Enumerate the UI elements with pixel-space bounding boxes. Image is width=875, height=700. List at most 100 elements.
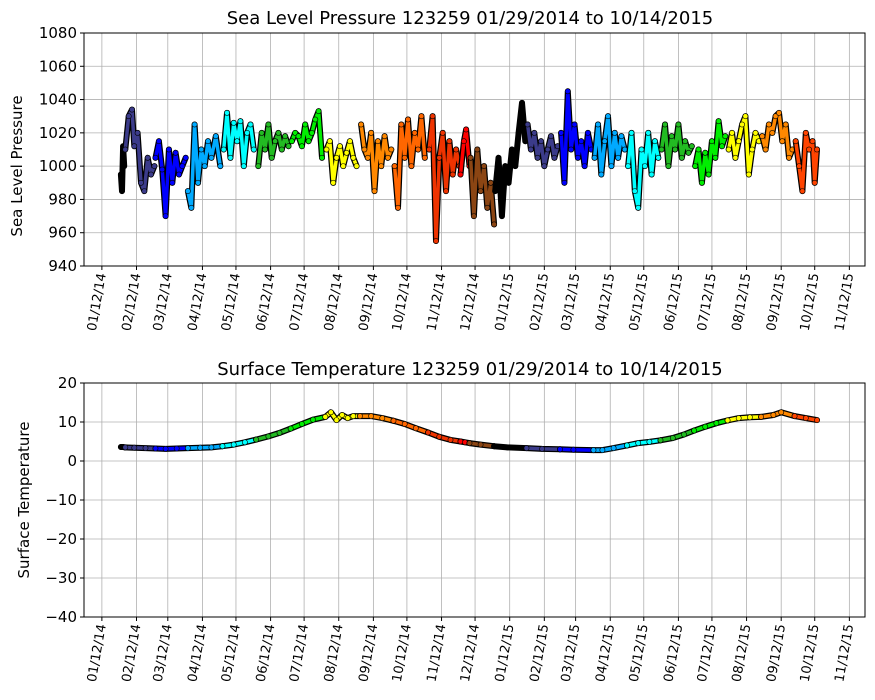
temperature-data-point [327, 409, 334, 416]
pressure-data-point [275, 129, 282, 136]
pressure-data-point [814, 146, 820, 153]
pressure-data-point [739, 121, 745, 128]
pressure-series-20-line [726, 114, 761, 177]
pressure-series-3-line [186, 122, 223, 210]
pressure-data-point [802, 129, 809, 136]
temperature-y-ticks: −40 −30 −20 −10 0 10 20 [45, 374, 84, 626]
temperature-series-9-line [391, 419, 430, 435]
pressure-data-point [665, 163, 672, 169]
pressure-data-point [719, 143, 725, 150]
pressure-series-4-line [221, 111, 256, 168]
pressure-data-point [682, 138, 688, 145]
pressure-data-point [495, 154, 502, 161]
pressure-data-point [395, 204, 401, 211]
pressure-data-point [722, 133, 729, 140]
pressure-data-point [675, 121, 682, 128]
temperature-data-point [657, 437, 664, 444]
pressure-data-point [799, 188, 806, 194]
pressure-y-ticks: 940 960 980 1000 1020 1040 1060 1080 [39, 24, 84, 275]
pressure-data-point [457, 171, 464, 178]
y-tick-label: 1020 [39, 124, 77, 142]
pressure-data-point [159, 166, 166, 173]
temperature-data-point [230, 441, 237, 448]
pressure-data-point [265, 121, 272, 128]
pressure-x-ticks: 01/12/14 02/12/14 03/12/14 04/12/14 05/12/14… [85, 266, 857, 332]
pressure-data-point [302, 121, 309, 128]
pressure-data-point [591, 154, 598, 161]
pressure-data-point [312, 116, 319, 123]
temperature-data-point [131, 444, 138, 451]
y-tick-label: 1000 [39, 157, 77, 175]
pressure-data-point [732, 154, 739, 161]
temperature-data-point [357, 413, 363, 419]
temperature-data-point [491, 443, 497, 450]
temperature-data-point [477, 441, 484, 448]
y-tick-label: −20 [45, 530, 77, 548]
pressure-data-point [759, 133, 766, 140]
pressure-data-point [762, 146, 769, 153]
pressure-data-point [477, 188, 484, 194]
pressure-data-point [319, 154, 325, 161]
pressure-data-point [224, 110, 230, 116]
pressure-data-point [688, 143, 695, 150]
x-tick-label: 05/12/14 [219, 272, 244, 332]
pressure-data-point [541, 163, 548, 169]
temperature-y-axis-label: Surface Temperature [15, 422, 33, 579]
y-tick-label: 940 [48, 257, 77, 275]
pressure-data-point [702, 149, 709, 156]
pressure-data-point [463, 126, 469, 133]
pressure-data-point [551, 154, 558, 161]
pressure-data-point [769, 129, 776, 136]
pressure-data-point [336, 143, 343, 150]
x-tick-label: 04/12/14 [185, 272, 210, 332]
x-tick-label: 08/12/15 [730, 272, 755, 332]
pressure-series [117, 88, 820, 244]
pressure-data-point [531, 129, 538, 136]
temperature-data-point [590, 447, 597, 453]
temperature-series-19-line [692, 418, 730, 433]
pressure-data-point [534, 154, 541, 161]
pressure-data-point [575, 154, 581, 161]
x-tick-label: 06/12/14 [254, 272, 279, 332]
pressure-data-point [340, 163, 347, 169]
pressure-data-point [776, 110, 782, 116]
pressure-data-point [240, 163, 247, 169]
pressure-series-18-line [659, 122, 694, 168]
pressure-data-point [333, 154, 340, 161]
pressure-data-point [250, 146, 257, 153]
pressure-data-point [330, 179, 337, 186]
pressure-data-point [429, 113, 436, 120]
pressure-data-point [141, 188, 148, 194]
pressure-data-point [578, 138, 585, 145]
temperature-series [117, 409, 820, 454]
pressure-data-point [561, 179, 568, 186]
temperature-data-point [758, 413, 764, 420]
pressure-data-point [786, 154, 792, 161]
temperature-series-18-line [658, 428, 696, 443]
temperature-data-point [401, 421, 408, 427]
pressure-data-point [162, 213, 169, 219]
pressure-data-point [217, 163, 224, 169]
pressure-data-point [198, 146, 205, 153]
pressure-data-point [571, 121, 578, 128]
pressure-data-point [227, 154, 234, 161]
pressure-data-point [144, 154, 151, 161]
pressure-data-point [695, 146, 702, 153]
pressure-data-point [188, 204, 195, 211]
pressure-data-point [151, 163, 158, 169]
pressure-data-point [508, 146, 515, 153]
pressure-data-point [638, 146, 645, 153]
pressure-data-point [806, 146, 812, 153]
pressure-data-point [715, 118, 722, 125]
pressure-data-point [645, 129, 652, 136]
y-tick-label: 980 [48, 190, 77, 208]
y-tick-label: −30 [45, 569, 77, 587]
pressure-data-point [502, 163, 509, 169]
pressure-series-13-line [493, 101, 528, 218]
temperature-data-point [276, 429, 283, 436]
pressure-data-point [230, 120, 237, 126]
pressure-data-point [658, 146, 665, 153]
pressure-data-point [282, 133, 288, 140]
temperature-data-point [691, 427, 697, 434]
pressure-data-point [544, 146, 551, 153]
